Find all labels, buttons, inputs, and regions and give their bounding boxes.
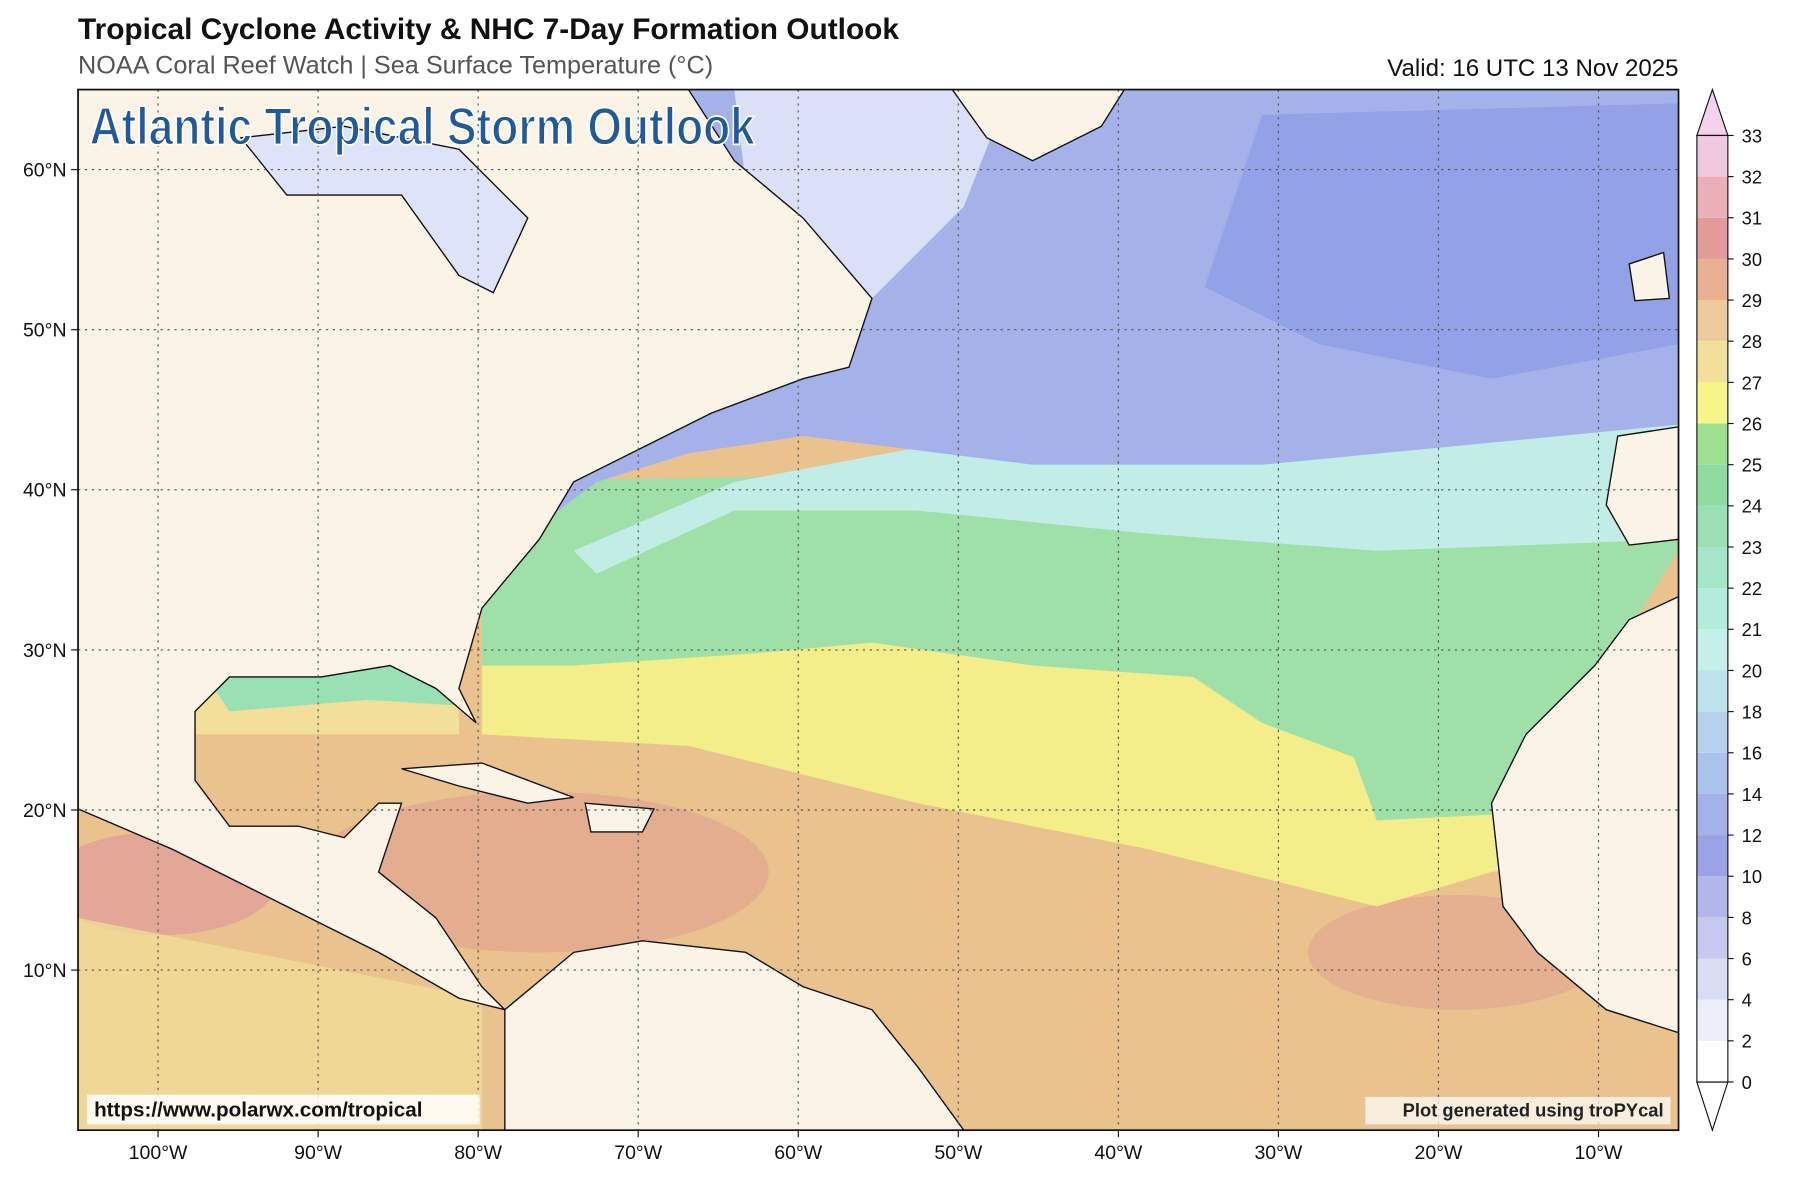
colorbar-band	[1696, 341, 1728, 383]
colorbar-label: 22	[1742, 578, 1762, 599]
colorbar-band	[1696, 423, 1728, 465]
lon-label: 20°W	[1415, 1142, 1463, 1164]
colorbar-band	[1696, 917, 1728, 959]
colorbar-band	[1696, 588, 1728, 630]
land-cuba	[401, 762, 574, 804]
lat-label: 40°N	[23, 480, 67, 502]
colorbar-label: 6	[1742, 948, 1752, 969]
overlay-title: Atlantic Tropical Storm Outlook	[89, 98, 755, 157]
colorbar-label: 23	[1742, 537, 1762, 558]
colorbar-band	[1696, 711, 1728, 753]
lon-label: 50°W	[934, 1142, 982, 1164]
colorbar-band	[1696, 135, 1728, 177]
colorbar-band	[1696, 300, 1728, 342]
land-greenland	[951, 89, 1126, 162]
colorbar-label: 16	[1742, 743, 1762, 764]
colorbar-label: 21	[1742, 619, 1762, 640]
lon-label: 90°W	[294, 1142, 342, 1164]
source-url: https://www.polarwx.com/tropical	[94, 1098, 422, 1121]
colorbar-label: 25	[1742, 455, 1762, 476]
colorbar-label: 4	[1742, 990, 1752, 1011]
lat-label: 10°N	[23, 960, 67, 982]
colorbar-label: 33	[1742, 125, 1762, 146]
colorbar-label: 31	[1742, 208, 1762, 229]
colorbar-label: 0	[1742, 1072, 1752, 1093]
colorbar-band	[1696, 1040, 1728, 1082]
colorbar-band	[1696, 958, 1728, 1000]
land-ireland	[1628, 251, 1671, 302]
colorbar-over	[1696, 87, 1729, 137]
colorbar-label: 8	[1742, 907, 1752, 928]
colorbar-band	[1696, 629, 1728, 671]
credit-box	[1365, 1096, 1671, 1125]
colorbar-band	[1696, 382, 1728, 424]
colorbar-label: 20	[1742, 660, 1762, 681]
lon-label: 70°W	[614, 1142, 662, 1164]
colorbar-label: 18	[1742, 701, 1762, 722]
colorbar-band	[1696, 793, 1728, 836]
colorbar-label: 2	[1742, 1031, 1752, 1052]
colorbar-label: 12	[1742, 825, 1762, 846]
colorbar-label: 27	[1742, 372, 1762, 393]
hudson-bay	[239, 125, 529, 294]
lon-label: 100°W	[129, 1142, 188, 1164]
colorbar-band	[1696, 464, 1728, 506]
title: Tropical Cyclone Activity & NHC 7-Day Fo…	[78, 13, 899, 46]
lat-label: 50°N	[23, 320, 67, 342]
lat-label: 30°N	[23, 640, 67, 662]
lon-label: 10°W	[1575, 1142, 1623, 1164]
lon-label: 80°W	[454, 1142, 502, 1164]
colorbar-band	[1696, 876, 1728, 918]
land-south-america	[504, 940, 965, 1131]
land-north-america	[78, 89, 873, 1011]
colorbar-band	[1696, 999, 1728, 1041]
sst-band	[573, 413, 1679, 574]
colorbar-label: 29	[1742, 290, 1762, 311]
colorbar-band	[1696, 505, 1728, 547]
land-africa	[1490, 595, 1679, 1034]
land-iberia	[1605, 426, 1679, 546]
graticule	[78, 89, 1679, 1131]
colorbar-label: 32	[1742, 166, 1762, 187]
colorbar-band	[1696, 546, 1728, 589]
colorbar-label: 28	[1742, 331, 1762, 352]
colorbar-label: 26	[1742, 413, 1762, 434]
credit: Plot generated using troPYcal	[1403, 1099, 1664, 1120]
lon-label: 60°W	[774, 1142, 822, 1164]
lon-label: 30°W	[1254, 1142, 1302, 1164]
lat-label: 20°N	[23, 800, 67, 822]
land-hispaniola	[584, 802, 656, 833]
colorbar-band	[1696, 752, 1728, 794]
colorbar-band	[1696, 217, 1728, 259]
colorbar-label: 14	[1742, 784, 1762, 805]
lat-label: 60°N	[23, 159, 67, 181]
url-box	[87, 1094, 480, 1125]
colorbar-under	[1696, 1081, 1729, 1133]
map-layers	[78, 89, 1679, 1131]
colorbar-band	[1696, 258, 1728, 301]
colorbar-band	[1696, 670, 1728, 712]
sst-band	[78, 917, 482, 1131]
colorbar-band	[1696, 176, 1728, 218]
colorbar-label: 24	[1742, 496, 1762, 517]
subtitle: NOAA Coral Reef Watch | Sea Surface Temp…	[78, 52, 713, 80]
colorbar: 0246810121416182021222324252627282930313…	[1696, 87, 1762, 1133]
lon-label: 40°W	[1094, 1142, 1142, 1164]
sst-band	[1204, 103, 1679, 379]
colorbar-band	[1696, 835, 1728, 877]
colorbar-label: 10	[1742, 866, 1762, 887]
valid-time: Valid: 16 UTC 13 Nov 2025	[1387, 55, 1678, 82]
colorbar-label: 30	[1742, 249, 1762, 270]
colorbar-frame	[1696, 134, 1729, 1083]
map-frame	[77, 88, 1680, 1132]
